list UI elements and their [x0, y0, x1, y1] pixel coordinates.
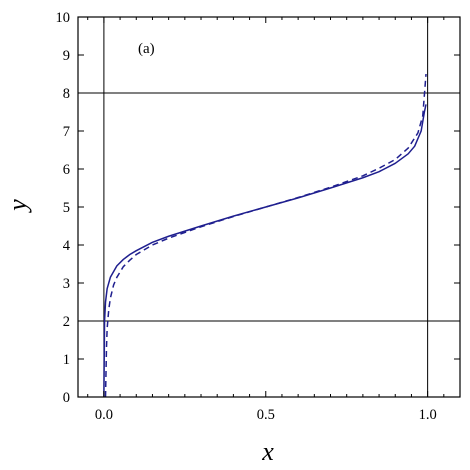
y-tick-label: 9: [63, 48, 70, 64]
y-tick-label: 1: [63, 352, 70, 368]
x-tick-label: 0.5: [257, 407, 275, 423]
plot-frame: [77, 16, 461, 398]
x-tick-label: 1.0: [419, 407, 437, 423]
series-line-solid: [103, 104, 427, 398]
y-tick-label: 2: [63, 314, 70, 330]
y-tick-label: 0: [63, 390, 70, 406]
series-layer: [103, 73, 427, 398]
axes-frame: [77, 16, 461, 398]
y-tick-label: 7: [63, 124, 70, 140]
y-tick-label: 6: [63, 162, 70, 178]
y-tick-label: 3: [63, 276, 70, 292]
y-tick-label: 8: [63, 86, 70, 102]
reference-lines: [78, 17, 460, 397]
tick-marks: [78, 16, 460, 398]
y-tick-label: 4: [63, 238, 71, 254]
y-tick-label: 5: [63, 200, 70, 216]
y-axis-label: y: [3, 199, 32, 214]
tick-labels: 0 1 2 3 4 5 6 7 8 9 10 0.0 0.5 1.0: [56, 10, 437, 423]
y-tick-label: 10: [56, 10, 71, 26]
x-axis-label: x: [261, 437, 274, 466]
series-line-dashed: [104, 73, 427, 398]
panel-label: (a): [138, 41, 155, 57]
x-tick-label: 0.0: [95, 407, 113, 423]
